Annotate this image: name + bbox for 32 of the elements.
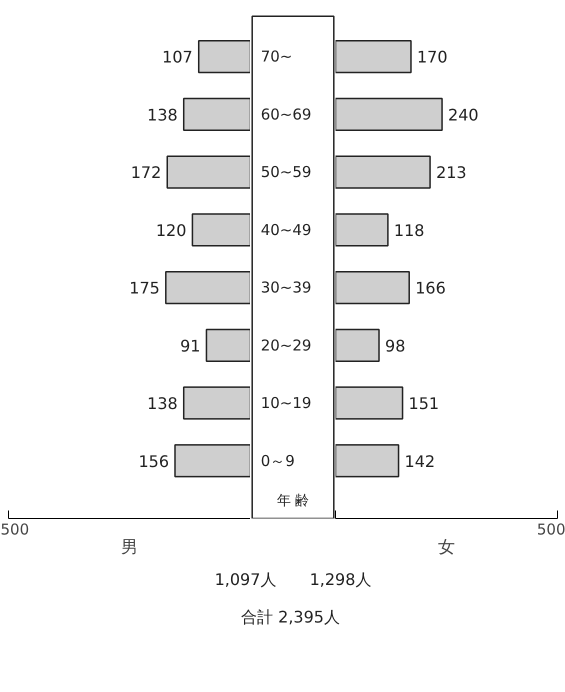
data-label: 156 bbox=[138, 452, 170, 471]
y-axis-title: 年 齢 bbox=[276, 493, 310, 510]
data-label: 166 bbox=[415, 278, 446, 298]
data-label: 118 bbox=[394, 220, 424, 240]
y-tick-label: 50~59 bbox=[260, 163, 312, 182]
data-label: 151 bbox=[408, 394, 440, 414]
data-label: 98 bbox=[385, 336, 406, 356]
data-label: 172 bbox=[130, 163, 162, 182]
y-tick-label: 30~39 bbox=[260, 278, 312, 297]
x-tick-label: 500 bbox=[0, 520, 30, 538]
data-label: 138 bbox=[147, 394, 178, 414]
data-label: 175 bbox=[129, 278, 160, 298]
y-tick-label: 70~ bbox=[260, 48, 292, 66]
y-tick-label: 20~29 bbox=[260, 336, 312, 354]
text: 1,097人 bbox=[214, 570, 276, 589]
x-axis-title: 女 bbox=[438, 538, 455, 558]
y-tick-label: 40~49 bbox=[260, 220, 312, 239]
data-label: 170 bbox=[416, 48, 448, 67]
data-label: 120 bbox=[156, 220, 186, 240]
data-label: 142 bbox=[404, 452, 436, 471]
y-tick-label: 60~69 bbox=[260, 105, 312, 124]
x-axis-title: 男 bbox=[121, 538, 138, 558]
y-tick-label: 10~19 bbox=[260, 394, 312, 412]
data-label: 138 bbox=[147, 105, 178, 124]
data-label: 107 bbox=[162, 48, 193, 67]
y-tick-label: 0～9 bbox=[260, 452, 295, 470]
data-label: 213 bbox=[436, 163, 467, 182]
x-tick-label: 500 bbox=[536, 520, 565, 538]
text: 合計 2,395人 bbox=[241, 607, 340, 626]
data-label: 240 bbox=[448, 105, 479, 124]
data-label: 91 bbox=[180, 336, 200, 356]
text: 1,298人 bbox=[310, 570, 372, 589]
